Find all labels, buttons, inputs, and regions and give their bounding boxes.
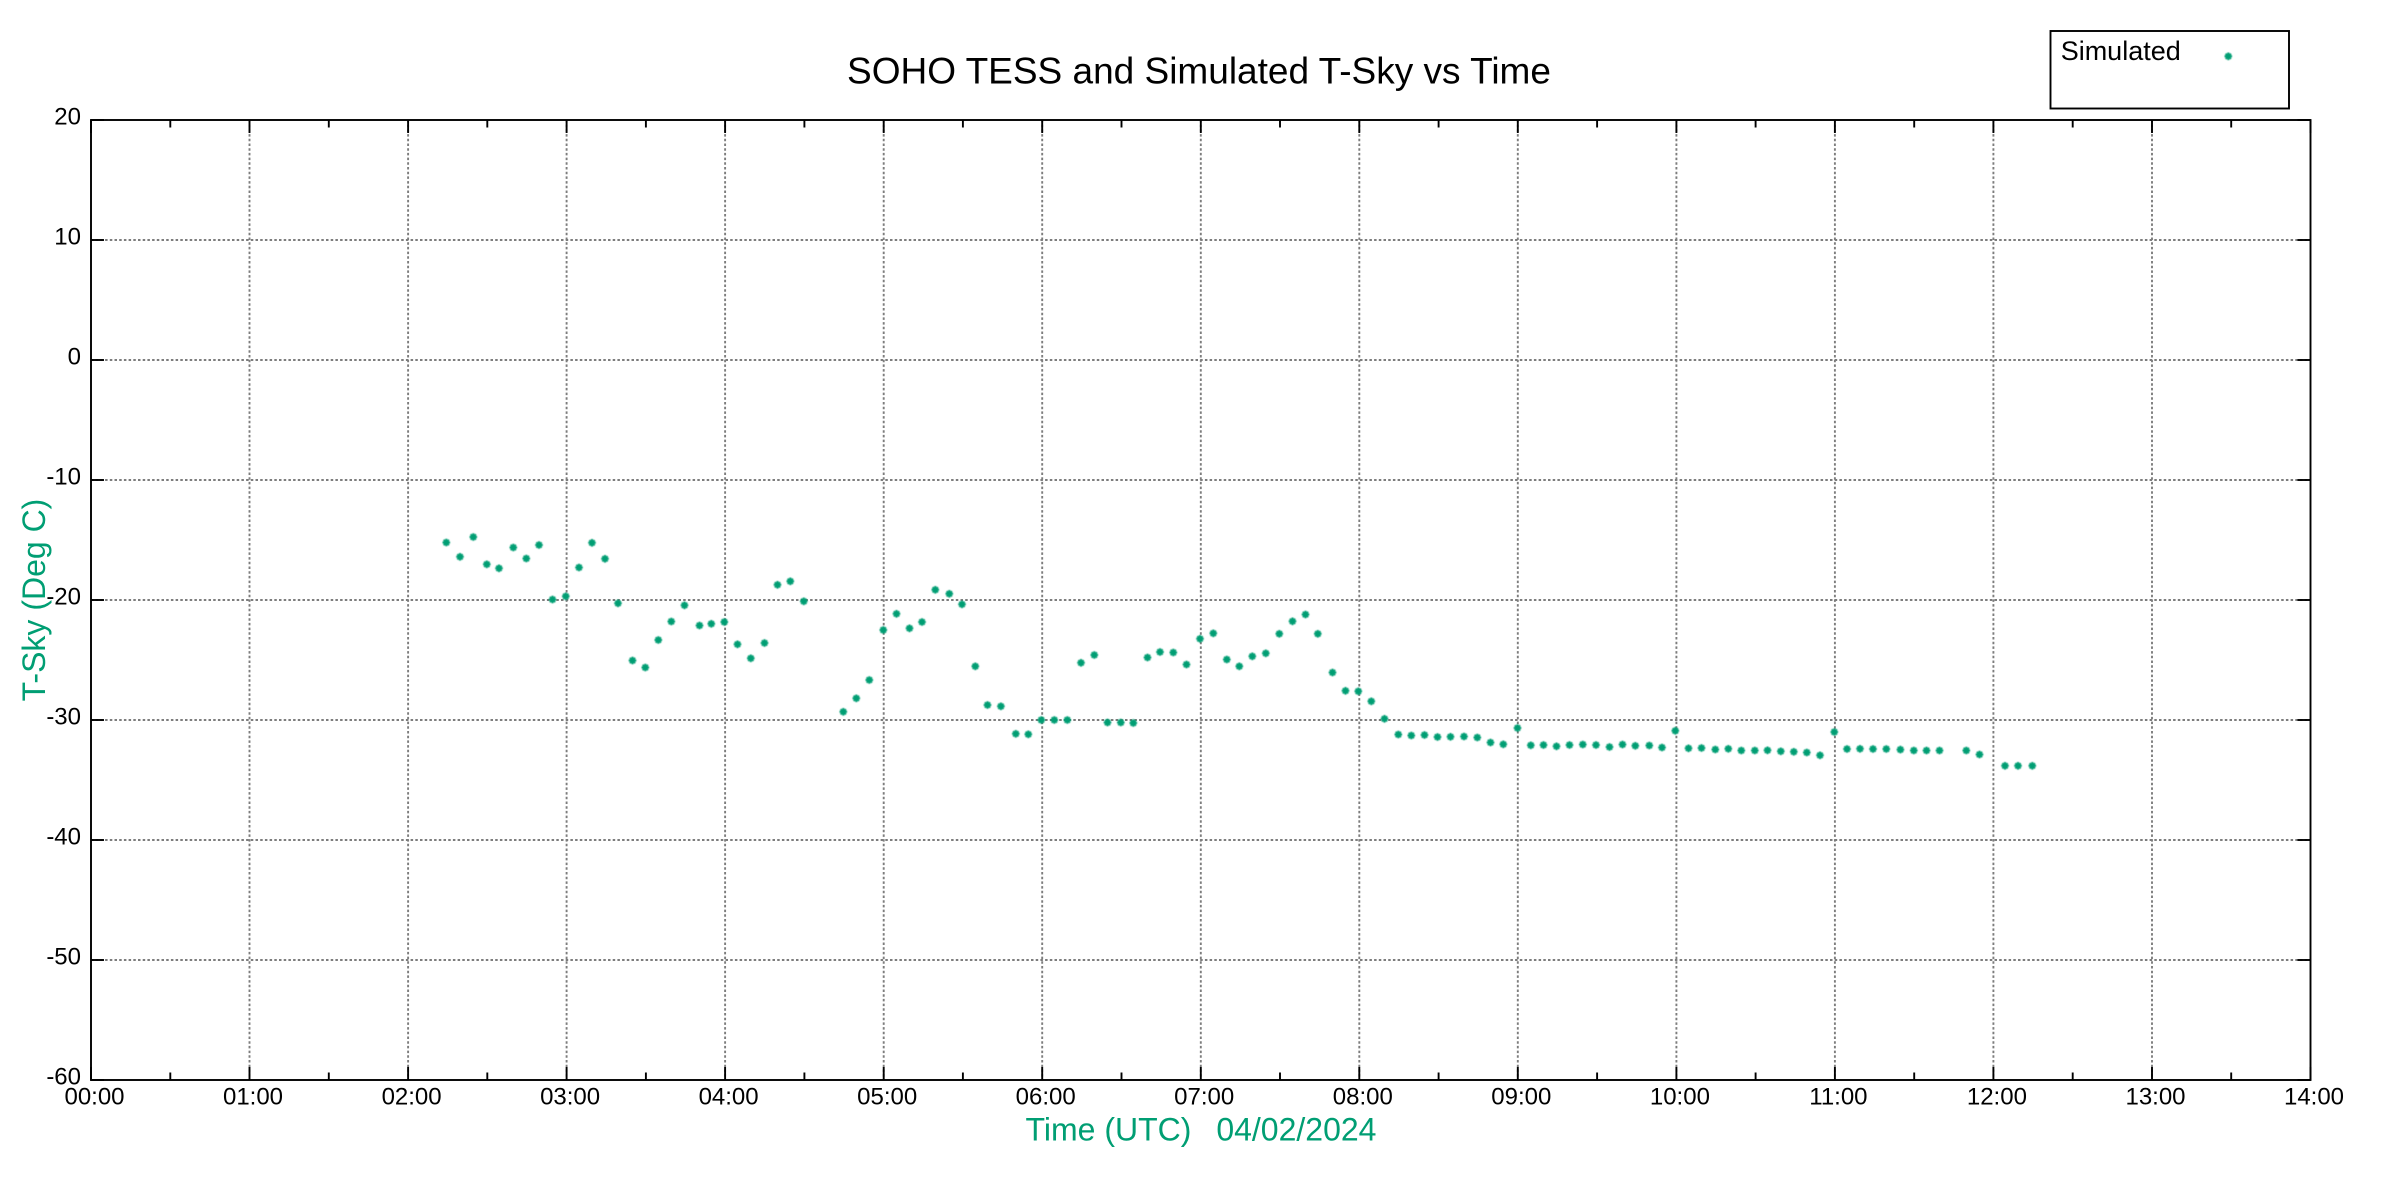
svg-text:11:00: 11:00 <box>1809 1084 1867 1111</box>
svg-text:04:00: 04:00 <box>699 1084 759 1111</box>
svg-text:20: 20 <box>54 104 81 131</box>
svg-text:T-Sky (Deg C): T-Sky (Deg C) <box>16 499 52 702</box>
svg-text:SOHO TESS and Simulated T-Sky: SOHO TESS and Simulated T-Sky vs Time <box>847 50 1551 91</box>
svg-text:08:00: 08:00 <box>1333 1084 1393 1111</box>
svg-text:-50: -50 <box>46 944 81 971</box>
svg-text:10:00: 10:00 <box>1650 1084 1710 1111</box>
svg-text:02:00: 02:00 <box>382 1084 442 1111</box>
svg-text:00:00: 00:00 <box>64 1084 124 1111</box>
svg-text:03:00: 03:00 <box>540 1084 600 1111</box>
svg-text:-10: -10 <box>46 464 81 491</box>
svg-text:-60: -60 <box>46 1064 81 1091</box>
svg-text:0: 0 <box>68 344 81 371</box>
svg-text:13:00: 13:00 <box>2125 1084 2185 1111</box>
svg-text:01:00: 01:00 <box>223 1084 283 1111</box>
svg-text:-30: -30 <box>46 704 81 731</box>
svg-text:05:00: 05:00 <box>857 1084 917 1111</box>
svg-text:07:00: 07:00 <box>1174 1084 1234 1111</box>
svg-text:-20: -20 <box>46 584 81 611</box>
svg-text:Simulated: Simulated <box>2061 36 2181 66</box>
svg-text:10: 10 <box>54 224 81 251</box>
svg-text:-40: -40 <box>46 824 81 851</box>
svg-text:06:00: 06:00 <box>1016 1084 1076 1111</box>
svg-text:12:00: 12:00 <box>1967 1084 2027 1111</box>
svg-text:14:00: 14:00 <box>2284 1084 2344 1111</box>
svg-text:Time (UTC) 04/02/2024: Time (UTC) 04/02/2024 <box>1026 1111 1377 1147</box>
svg-text:09:00: 09:00 <box>1491 1084 1551 1111</box>
